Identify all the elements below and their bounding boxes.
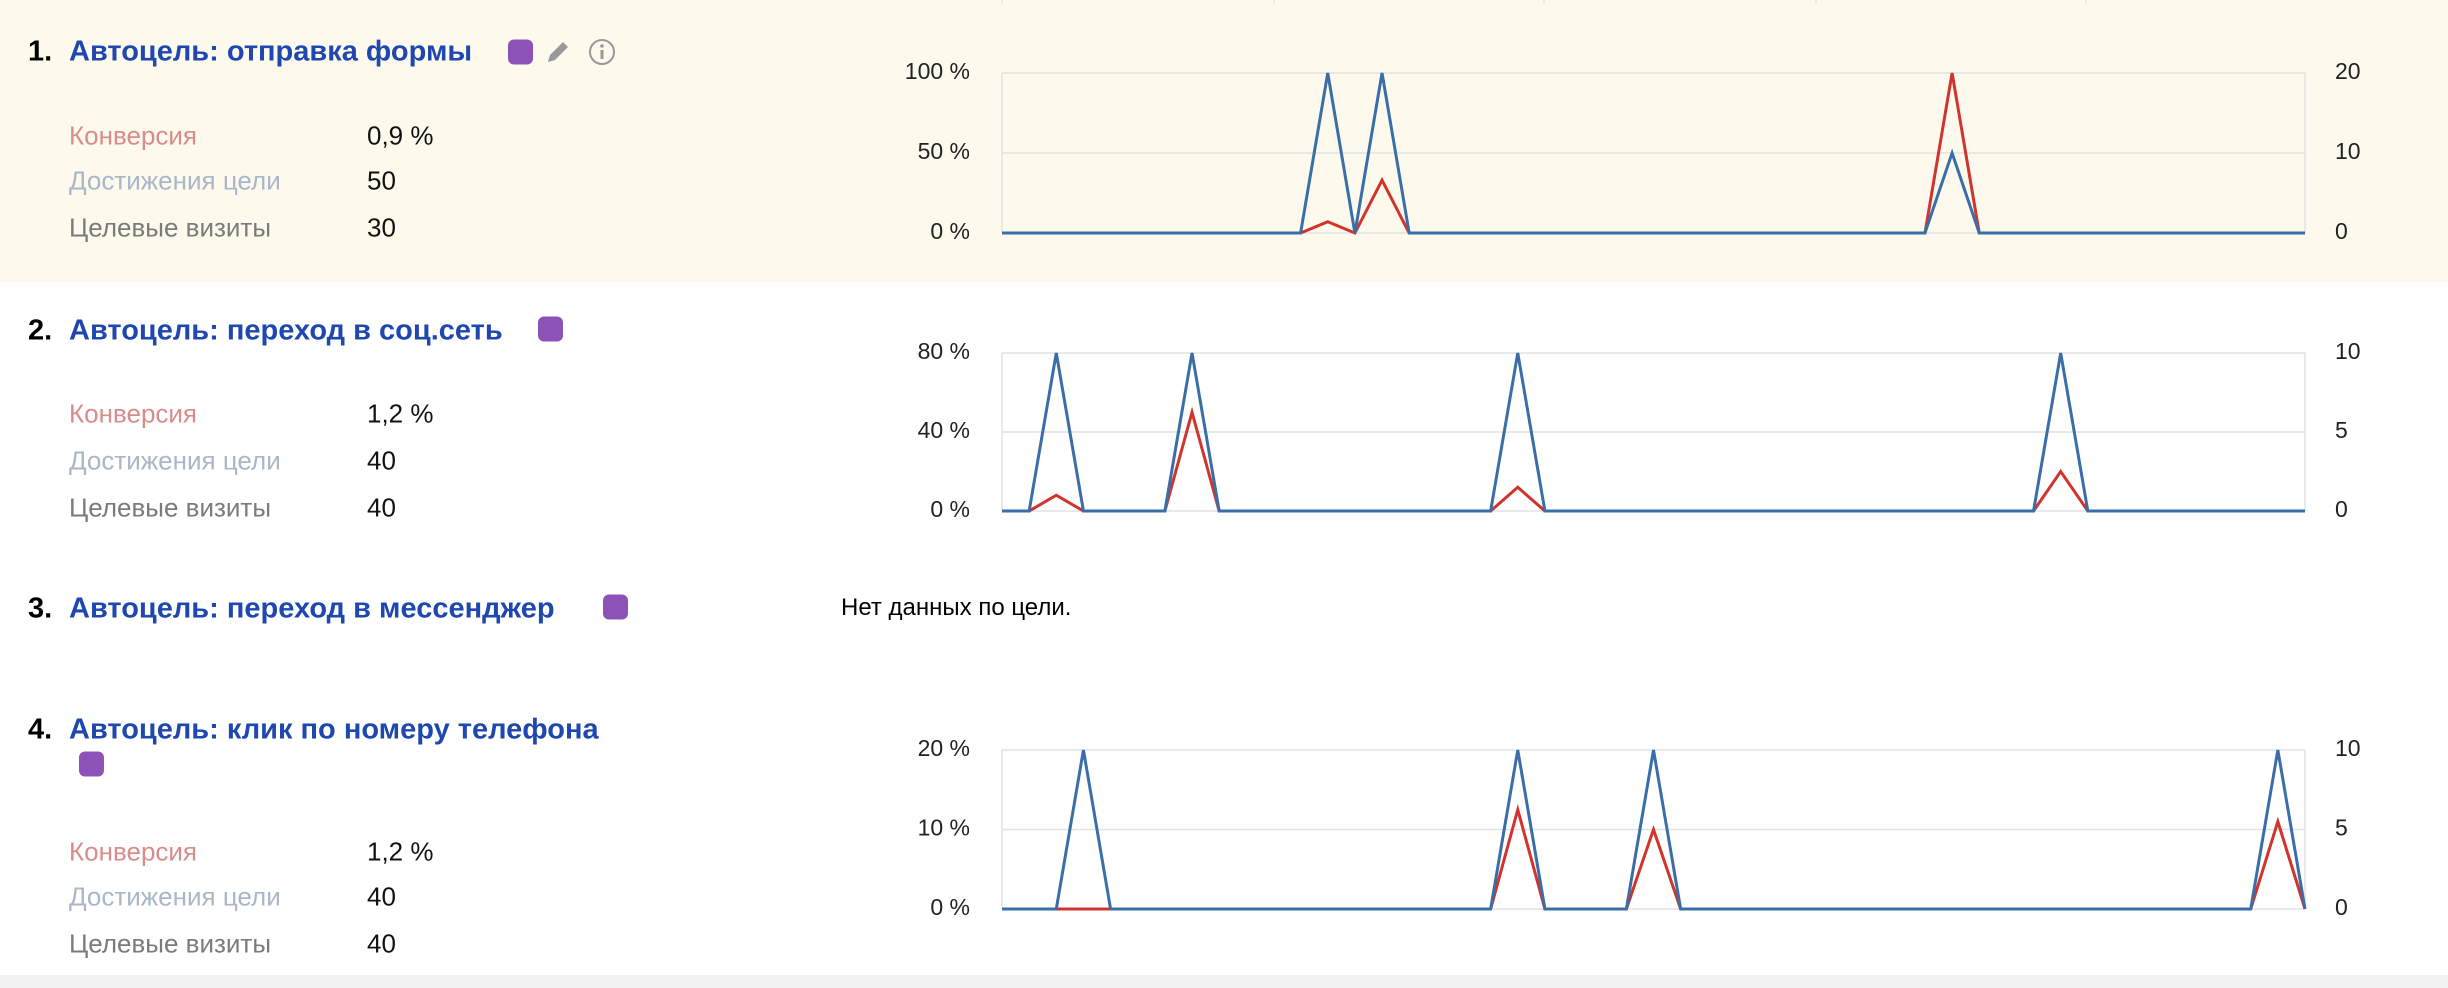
- y-tick-label: 0 %: [930, 496, 970, 522]
- metric-value: 40: [367, 492, 396, 523]
- goal-number: 2.: [28, 314, 53, 347]
- metric-value: 1,2 %: [367, 398, 434, 429]
- metric-value: 0,9 %: [367, 120, 434, 151]
- metric-label: Конверсия: [69, 836, 198, 867]
- metric-label: Достижения цели: [69, 445, 281, 476]
- y2-tick-label: 10: [2335, 735, 2361, 761]
- info-icon[interactable]: [588, 38, 616, 66]
- goal-number: 3.: [28, 592, 53, 625]
- metric-value: 1,2 %: [367, 836, 434, 867]
- footer-strip: [0, 975, 2448, 988]
- y-tick-label: 40 %: [918, 417, 970, 443]
- social-icon: [538, 316, 563, 342]
- series-line: [1002, 352, 2305, 513]
- series-line: [1002, 406, 2305, 513]
- y-tick-label: 20 %: [918, 735, 970, 761]
- no-data-message: Нет данных по цели.: [841, 594, 1072, 621]
- goal-title[interactable]: Автоцель: переход в мессенджер: [69, 592, 555, 625]
- y2-tick-label: 5: [2335, 815, 2348, 841]
- y2-tick-label: 0: [2335, 496, 2348, 522]
- metric-label: Целевые визиты: [69, 928, 272, 959]
- series-line: [1002, 803, 2307, 911]
- y2-tick-label: 0: [2335, 894, 2348, 920]
- y2-tick-label: 0: [2335, 218, 2348, 244]
- goal-title[interactable]: Автоцель: отправка формы: [69, 35, 473, 68]
- y-tick-label: 10 %: [918, 815, 970, 841]
- goal-title[interactable]: Автоцель: переход в соц.сеть: [69, 314, 503, 347]
- metric-value: 50: [367, 165, 396, 196]
- highlight-row: [0, 0, 2448, 282]
- y-tick-label: 100 %: [905, 58, 970, 84]
- metric-label: Целевые визиты: [69, 212, 272, 243]
- y-tick-label: 0 %: [930, 218, 970, 244]
- y-tick-label: 50 %: [918, 138, 970, 164]
- y-tick-label: 80 %: [918, 338, 970, 364]
- edit-icon[interactable]: [544, 38, 572, 66]
- goal-title[interactable]: Автоцель: клик по номеру телефона: [69, 713, 599, 746]
- y2-tick-label: 10: [2335, 338, 2361, 364]
- messenger-icon: [603, 594, 628, 620]
- metric-label: Конверсия: [69, 120, 198, 151]
- metric-value: 40: [367, 928, 396, 959]
- phone-icon: [79, 751, 104, 777]
- goal-number: 4.: [28, 713, 53, 746]
- y2-tick-label: 10: [2335, 138, 2361, 164]
- y2-tick-label: 20: [2335, 58, 2361, 84]
- metric-value: 40: [367, 445, 396, 476]
- metric-label: Достижения цели: [69, 165, 281, 196]
- metric-label: Конверсия: [69, 398, 198, 429]
- series-line: [1002, 72, 2305, 235]
- metric-label: Целевые визиты: [69, 492, 272, 523]
- series-line: [1002, 749, 2307, 911]
- y2-tick-label: 5: [2335, 417, 2348, 443]
- goal-number: 1.: [28, 35, 53, 68]
- metric-value: 40: [367, 881, 396, 912]
- metric-value: 30: [367, 212, 396, 243]
- metric-label: Достижения цели: [69, 881, 281, 912]
- y-tick-label: 0 %: [930, 894, 970, 920]
- form-icon: [508, 39, 533, 65]
